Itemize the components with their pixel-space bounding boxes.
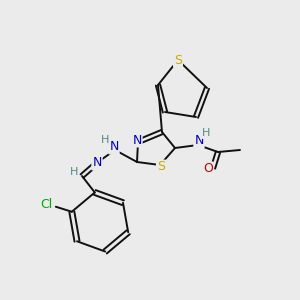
Text: N: N xyxy=(194,134,204,148)
Text: N: N xyxy=(132,134,142,146)
Text: S: S xyxy=(157,160,165,173)
Text: O: O xyxy=(203,163,213,176)
Text: S: S xyxy=(174,53,182,67)
Text: H: H xyxy=(202,128,210,138)
Text: N: N xyxy=(92,157,102,169)
Text: Cl: Cl xyxy=(41,198,53,211)
Text: N: N xyxy=(109,140,119,154)
Text: H: H xyxy=(70,167,78,177)
Text: H: H xyxy=(101,135,109,145)
